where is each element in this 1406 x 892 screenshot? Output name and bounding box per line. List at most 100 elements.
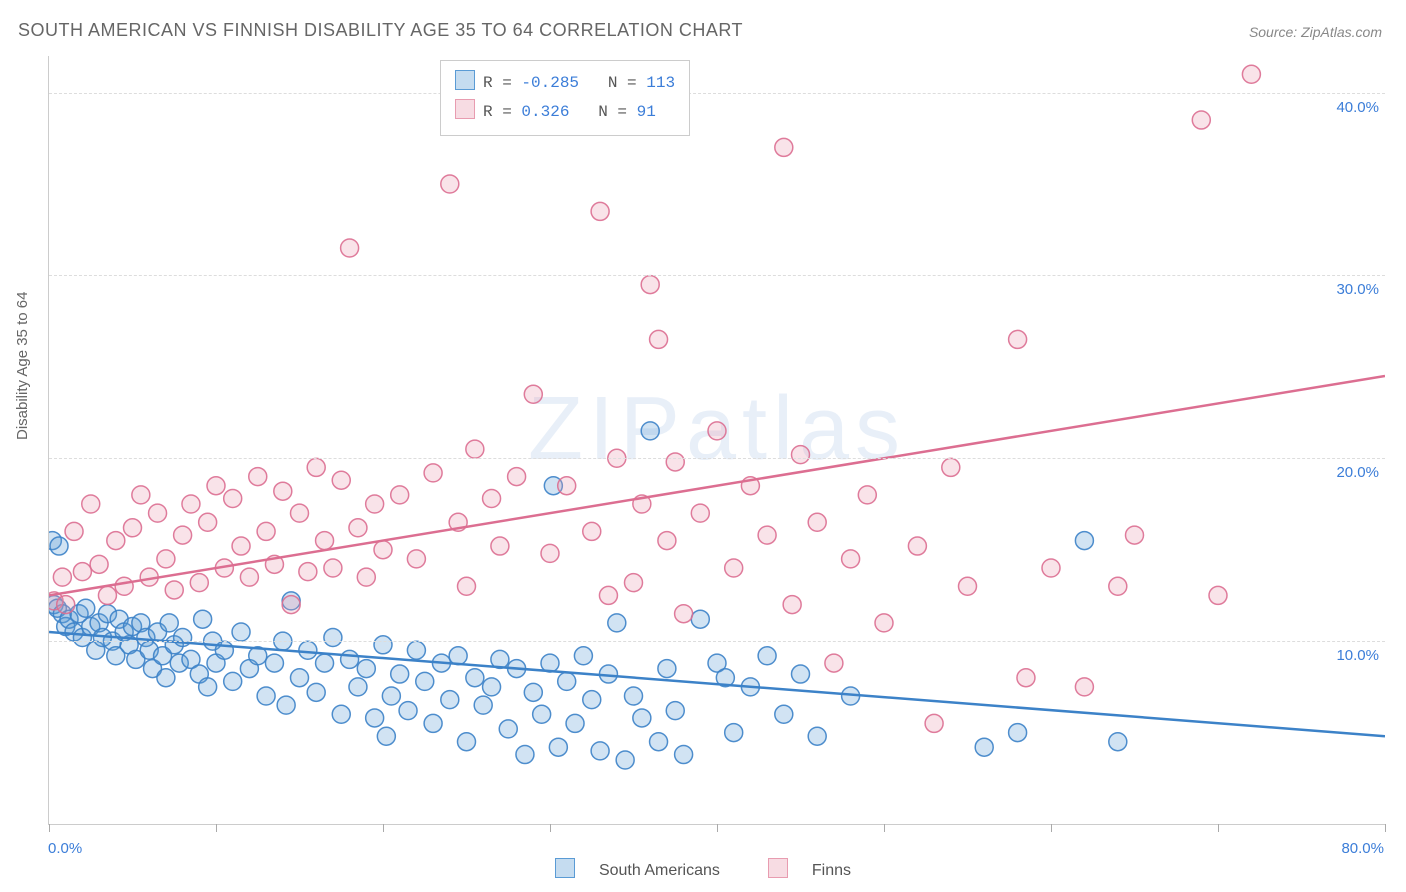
- x-tick: [550, 824, 551, 832]
- gridline: [49, 275, 1385, 276]
- data-point: [533, 705, 551, 723]
- data-point: [291, 669, 309, 687]
- r-label: R =: [483, 103, 521, 121]
- data-point: [466, 440, 484, 458]
- r-label: R =: [483, 74, 521, 92]
- n-label: N =: [579, 74, 646, 92]
- data-point: [377, 727, 395, 745]
- data-point: [224, 672, 242, 690]
- data-point: [341, 650, 359, 668]
- data-point: [291, 504, 309, 522]
- data-point: [458, 577, 476, 595]
- data-point: [157, 550, 175, 568]
- data-point: [73, 563, 91, 581]
- x-tick: [1218, 824, 1219, 832]
- data-point: [1075, 532, 1093, 550]
- data-point: [808, 727, 826, 745]
- data-point: [1126, 526, 1144, 544]
- data-point: [792, 665, 810, 683]
- data-point: [591, 742, 609, 760]
- data-point: [416, 672, 434, 690]
- r-value: -0.285: [521, 74, 579, 92]
- data-point: [625, 687, 643, 705]
- data-point: [332, 471, 350, 489]
- data-point: [90, 555, 108, 573]
- data-point: [616, 751, 634, 769]
- data-point: [725, 724, 743, 742]
- data-point: [182, 495, 200, 513]
- legend-row: R = 0.326 N = 91: [455, 98, 675, 127]
- data-point: [541, 544, 559, 562]
- legend-swatch: [768, 858, 788, 878]
- data-point: [808, 513, 826, 531]
- y-tick-label: 10.0%: [1336, 647, 1379, 664]
- data-point: [332, 705, 350, 723]
- data-point: [608, 614, 626, 632]
- data-point: [641, 276, 659, 294]
- legend-swatch: [455, 70, 475, 90]
- data-point: [382, 687, 400, 705]
- data-point: [508, 468, 526, 486]
- data-point: [942, 458, 960, 476]
- trend-line: [49, 376, 1385, 595]
- data-point: [658, 660, 676, 678]
- data-point: [391, 486, 409, 504]
- data-point: [483, 678, 501, 696]
- data-point: [399, 702, 417, 720]
- data-point: [583, 691, 601, 709]
- data-point: [316, 654, 334, 672]
- data-point: [57, 596, 75, 614]
- data-point: [1192, 111, 1210, 129]
- data-point: [725, 559, 743, 577]
- data-point: [483, 490, 501, 508]
- n-value: 113: [646, 74, 675, 92]
- data-point: [199, 513, 217, 531]
- data-point: [82, 495, 100, 513]
- data-point: [149, 504, 167, 522]
- data-point: [299, 563, 317, 581]
- data-point: [265, 654, 283, 672]
- data-point: [650, 733, 668, 751]
- data-point: [316, 532, 334, 550]
- data-point: [1109, 577, 1127, 595]
- legend-item: South Americans: [543, 862, 732, 879]
- data-point: [65, 522, 83, 540]
- data-point: [558, 477, 576, 495]
- y-tick-label: 20.0%: [1336, 464, 1379, 481]
- data-point: [190, 574, 208, 592]
- x-tick: [1385, 824, 1386, 832]
- data-point: [875, 614, 893, 632]
- data-point: [666, 453, 684, 471]
- data-point: [566, 714, 584, 732]
- data-point: [249, 468, 267, 486]
- data-point: [524, 385, 542, 403]
- data-point: [975, 738, 993, 756]
- data-point: [324, 628, 342, 646]
- data-point: [775, 705, 793, 723]
- data-point: [466, 669, 484, 687]
- data-point: [959, 577, 977, 595]
- correlation-legend: R = -0.285 N = 113 R = 0.326 N = 91: [440, 60, 690, 136]
- data-point: [53, 568, 71, 586]
- data-point: [758, 647, 776, 665]
- n-value: 91: [637, 103, 656, 121]
- x-tick-label: 80.0%: [1341, 840, 1384, 857]
- data-point: [775, 138, 793, 156]
- data-point: [307, 683, 325, 701]
- data-point: [516, 746, 534, 764]
- legend-item: Finns: [756, 862, 863, 879]
- data-point: [658, 532, 676, 550]
- data-point: [357, 660, 375, 678]
- plot-area: ZIPatlas 10.0%20.0%30.0%40.0%: [48, 56, 1385, 825]
- data-point: [160, 614, 178, 632]
- chart-title: SOUTH AMERICAN VS FINNISH DISABILITY AGE…: [18, 20, 743, 41]
- gridline: [49, 641, 1385, 642]
- legend-label: Finns: [812, 862, 851, 879]
- data-point: [224, 490, 242, 508]
- x-tick-label: 0.0%: [48, 840, 82, 857]
- data-point: [441, 175, 459, 193]
- scatter-svg: [49, 56, 1385, 824]
- data-point: [925, 714, 943, 732]
- data-point: [675, 605, 693, 623]
- r-value: 0.326: [521, 103, 569, 121]
